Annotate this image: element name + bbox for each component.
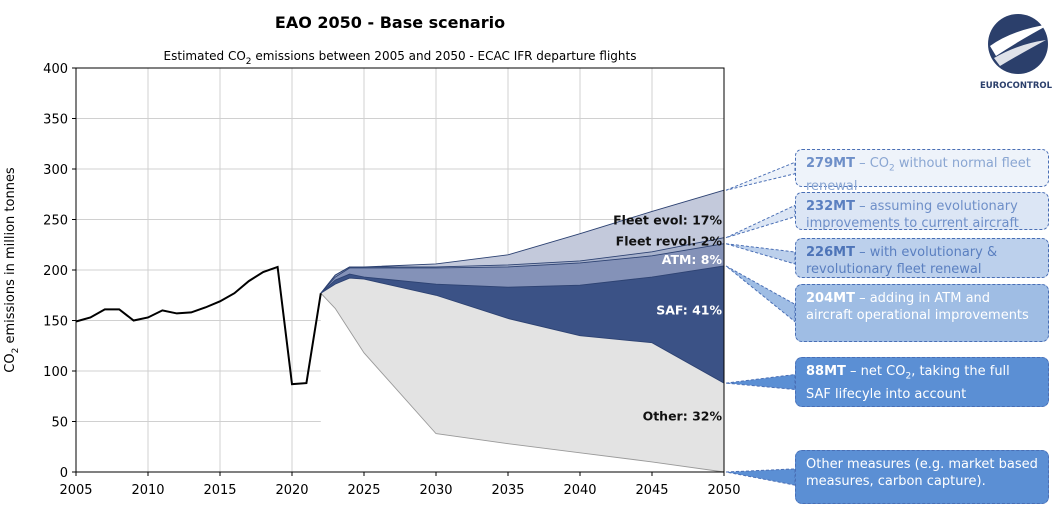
band-label-1: Fleet revol: 2% [616, 234, 723, 249]
callout-subscript: 2 [889, 163, 895, 174]
y-axis-label: CO2 emissions in million tonnes [3, 167, 21, 373]
series-line-2 [320, 243, 725, 294]
callout-text: – net CO [845, 364, 906, 379]
logo-text: EUROCONTROL [980, 81, 1053, 91]
callout-2: 226MT – with evolutionary & revolutionar… [795, 238, 1049, 278]
callout-text-post: without normal fleet renewal [806, 156, 1031, 194]
callout-0: 279MT – CO2 without normal fleet renewal [795, 149, 1049, 194]
callout-connector-3 [725, 265, 796, 323]
callout-connector-4 [725, 373, 796, 391]
x-tick-label-2025: 2025 [347, 483, 380, 498]
y-tick-label-250: 250 [43, 214, 68, 229]
callout-text-post: , taking the full SAF lifecyle into acco… [806, 364, 1010, 402]
y-tick-label-400: 400 [43, 62, 68, 77]
x-tick-label-2045: 2045 [635, 483, 668, 498]
callout-connectors [725, 161, 796, 486]
callout-4: 88MT – net CO2, taking the full SAF life… [795, 357, 1049, 407]
y-tick-label-50: 50 [51, 416, 68, 431]
x-tick-label-2030: 2030 [419, 483, 452, 498]
area-bands [320, 189, 725, 473]
band-label-4: Other: 32% [643, 408, 723, 423]
x-tick-label-2015: 2015 [203, 483, 236, 498]
callout-value: 279MT [806, 156, 855, 171]
band-fleet-evol [320, 190, 724, 294]
callout-3: 204MT – adding in ATM and aircraft opera… [795, 284, 1049, 342]
band-label-0: Fleet evol: 17% [613, 213, 722, 228]
y-tick-label-0: 0 [60, 466, 68, 481]
x-tick-label-2035: 2035 [491, 483, 524, 498]
callout-text: Other measures (e.g. market based measur… [806, 457, 1038, 489]
band-atm [320, 243, 724, 294]
band-blank [320, 293, 724, 472]
logo-swoosh-2-icon [994, 40, 1046, 66]
band-label-2: ATM: 8% [662, 252, 723, 267]
band-saf [320, 265, 724, 384]
x-tick-label-2010: 2010 [131, 483, 164, 498]
y-tick-label-150: 150 [43, 315, 68, 330]
x-tick-label-2050: 2050 [707, 483, 740, 498]
callout-connector-1 [725, 204, 796, 239]
series-line-1 [320, 237, 725, 294]
eurocontrol-logo: EUROCONTROL [980, 14, 1053, 91]
callout-value: 232MT [806, 199, 855, 214]
y-tick-label-200: 200 [43, 264, 68, 279]
history-series [75, 265, 322, 386]
band-fleet-revol [320, 237, 724, 294]
callout-5: Other measures (e.g. market based measur… [795, 450, 1049, 504]
callout-text: – assuming evolutionary improvements to … [806, 199, 1019, 231]
chart-subtitle: Estimated CO2 emissions between 2005 and… [164, 49, 637, 67]
axes [72, 67, 725, 476]
callout-connector-2 [725, 243, 796, 265]
callout-text: – adding in ATM and aircraft operational… [806, 291, 1029, 323]
tick-labels: 2005 2010 2015 2020 2025 2030 2035 2040 2045 2050… [43, 62, 740, 498]
y-tick-label-350: 350 [43, 113, 68, 128]
callout-text: – CO [854, 156, 890, 171]
callout-value: 204MT [806, 291, 855, 306]
series-line-3 [320, 265, 725, 294]
series-line-5 [320, 292, 725, 473]
history-line [75, 265, 322, 386]
band-label-3: SAF: 41% [656, 302, 722, 317]
band-labels: Fleet evol: 17% Fleet revol: 2% ATM: 8% SAF… [613, 213, 722, 424]
callout-1: 232MT – assuming evolutionary improvemen… [795, 192, 1049, 231]
y-tick-label-100: 100 [43, 365, 68, 380]
callout-connector-0 [725, 161, 796, 191]
callout-subscript: 2 [905, 371, 912, 382]
callout-value: 226MT [806, 245, 855, 260]
callout-text: – with evolutionary & revolutionary flee… [806, 245, 998, 277]
x-tick-label-2005: 2005 [59, 483, 92, 498]
logo-swoosh-icon [990, 24, 1050, 56]
y-tick-label-300: 300 [43, 163, 68, 178]
band-other [320, 278, 724, 472]
series-line-4 [320, 277, 725, 384]
chart-title: EAO 2050 - Base scenario [275, 13, 505, 32]
x-tick-label-2020: 2020 [275, 483, 308, 498]
x-tick-label-2040: 2040 [563, 483, 596, 498]
callout-value: 88MT [806, 364, 846, 379]
